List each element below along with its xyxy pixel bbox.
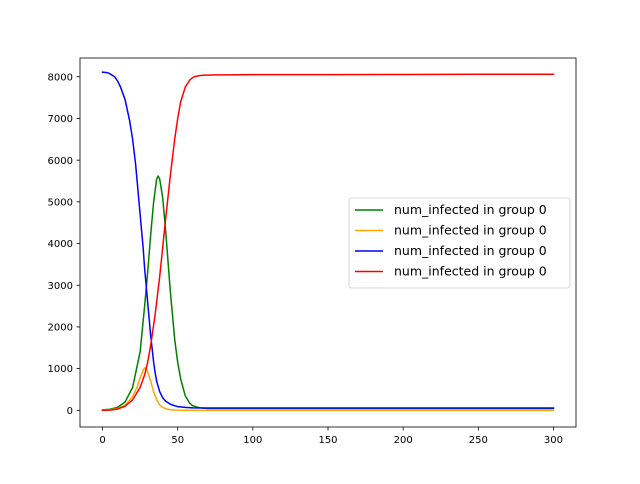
legend-label-1: num_infected in group 0: [394, 223, 547, 238]
y-tick-label: 1000: [48, 364, 73, 375]
x-tick-label: 300: [544, 435, 563, 446]
series-line-1: [101, 367, 555, 412]
x-tick-label: 0: [99, 435, 105, 446]
x-tick-label: 250: [469, 435, 488, 446]
y-tick-label: 5000: [48, 197, 73, 208]
legend-label-3: num_infected in group 0: [394, 264, 547, 279]
series-line-3: [101, 73, 555, 412]
y-tick-label: 4000: [48, 239, 73, 250]
legend-label-2: num_infected in group 0: [394, 243, 547, 258]
legend-box: [348, 197, 571, 289]
x-axis: 0 50 100 150 200 250 300: [99, 427, 563, 446]
x-tick-label: 100: [243, 435, 262, 446]
y-tick-label: 7000: [48, 114, 73, 125]
series-layer: [101, 71, 555, 412]
y-axis: 0 1000 2000 3000 4000 5000 6000 7000 8000: [48, 72, 80, 417]
y-tick-label: 2000: [48, 323, 73, 334]
y-tick-label: 3000: [48, 281, 73, 292]
x-tick-label: 150: [318, 435, 337, 446]
y-tick-label: 0: [67, 406, 73, 417]
legend: num_infected in group 0 num_infected in g…: [348, 197, 571, 289]
x-tick-label: 50: [171, 435, 184, 446]
y-tick-label: 6000: [48, 156, 73, 167]
series-line-2: [101, 71, 555, 409]
x-tick-label: 200: [394, 435, 413, 446]
legend-label-0: num_infected in group 0: [394, 202, 547, 217]
y-tick-label: 8000: [48, 72, 73, 83]
